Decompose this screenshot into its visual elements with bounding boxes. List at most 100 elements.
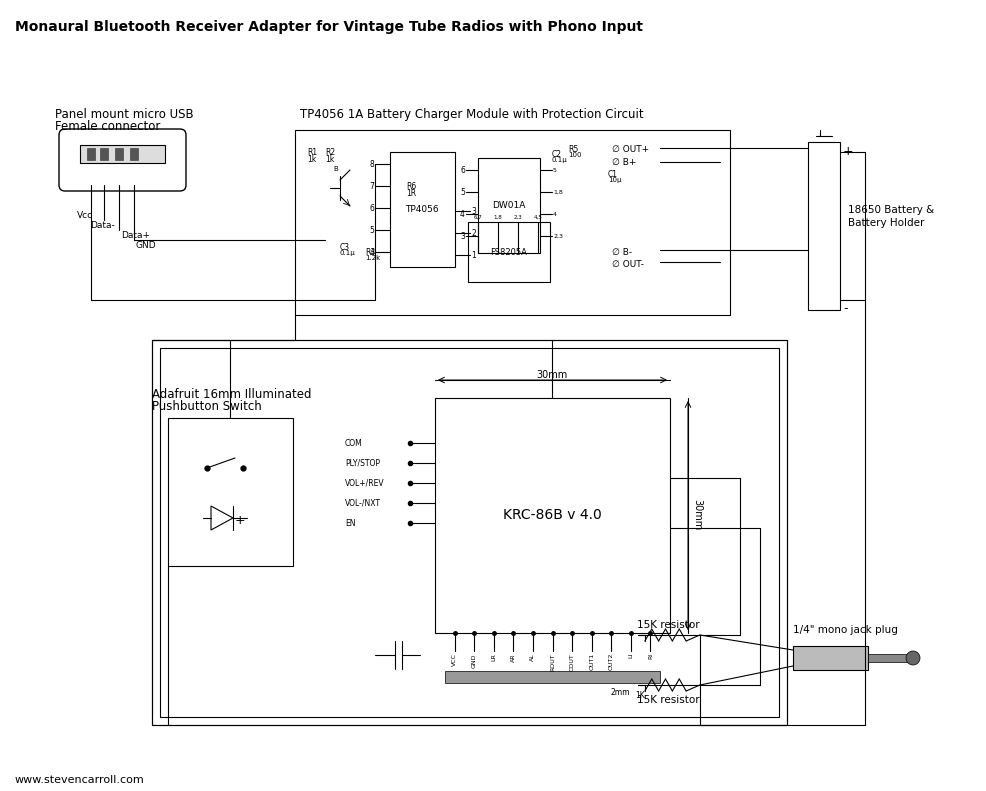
Text: 6: 6 [460,165,465,175]
Text: C2: C2 [552,150,562,159]
Bar [87,148,95,160]
Text: R6: R6 [406,182,416,191]
Text: R5: R5 [568,145,578,154]
Text: COUT: COUT [570,653,575,671]
Text: 1K: 1K [635,691,645,700]
Text: EN: EN [345,518,356,528]
Text: +: + [843,145,854,158]
Text: 2,3: 2,3 [514,215,523,220]
Text: 3: 3 [460,232,465,240]
Text: LR: LR [491,653,496,660]
Text: 1.2k: 1.2k [365,255,381,261]
Text: 30mm: 30mm [692,499,702,531]
Bar [160,348,779,717]
Bar [115,148,123,160]
Text: 15K resistor: 15K resistor [637,695,699,705]
Text: 30mm: 30mm [536,370,568,380]
Bar [468,222,550,282]
Text: 1k: 1k [325,155,334,164]
Text: 5: 5 [460,187,465,196]
Text: 2mm: 2mm [610,688,630,697]
Bar [130,148,138,160]
Text: 6: 6 [369,203,374,213]
Text: Vcc: Vcc [77,211,93,220]
Text: OUT1: OUT1 [590,653,595,670]
Text: 1: 1 [471,251,476,259]
Text: ∅ OUT-: ∅ OUT- [612,260,644,269]
Text: 1,8: 1,8 [494,215,503,220]
Text: VOL-/NXT: VOL-/NXT [345,498,381,508]
Text: LI: LI [628,653,633,658]
Text: 8: 8 [369,160,374,168]
Text: www.stevencarroll.com: www.stevencarroll.com [15,775,145,785]
Text: RI: RI [648,653,653,659]
Text: 4: 4 [369,248,374,256]
Text: Battery Holder: Battery Holder [848,218,925,228]
Text: 4,5: 4,5 [533,215,542,220]
Text: R1: R1 [307,148,317,157]
Bar [808,142,840,310]
Text: FS8205A: FS8205A [491,248,528,256]
Text: ROUT: ROUT [550,653,555,671]
Bar [445,671,660,683]
Text: OUT2: OUT2 [608,653,613,671]
Bar [168,418,293,566]
Text: 1,8: 1,8 [553,190,563,195]
Text: Panel mount micro USB: Panel mount micro USB [55,108,193,121]
Text: ∅ B+: ∅ B+ [612,158,636,167]
Text: 5: 5 [553,168,557,172]
Text: GND: GND [471,653,476,668]
Bar [152,340,787,725]
Text: TP4056 1A Battery Charger Module with Protection Circuit: TP4056 1A Battery Charger Module with Pr… [300,108,644,121]
Bar [793,646,868,670]
Text: 10µ: 10µ [608,177,621,183]
Text: 18650 Battery &: 18650 Battery & [848,205,935,215]
Text: 7: 7 [369,181,374,191]
Text: COM: COM [345,438,363,448]
Bar [80,145,165,163]
Text: Female connector: Female connector [55,120,161,133]
Text: ∅ B-: ∅ B- [612,248,632,257]
Text: AR: AR [511,653,516,661]
Text: 1k: 1k [307,155,317,164]
Text: Adafruit 16mm Illuminated: Adafruit 16mm Illuminated [152,388,312,401]
Text: VCC: VCC [453,653,458,666]
Text: 100: 100 [568,152,582,158]
Text: C1: C1 [608,170,618,179]
Text: 1R: 1R [406,189,416,198]
Bar [435,398,670,633]
Bar [295,130,730,315]
Text: ∅ OUT+: ∅ OUT+ [612,145,649,154]
Text: 5: 5 [369,225,374,234]
Bar [390,152,455,267]
Text: AL: AL [530,653,535,660]
Text: Data+: Data+ [121,231,150,240]
Text: Monaural Bluetooth Receiver Adapter for Vintage Tube Radios with Phono Input: Monaural Bluetooth Receiver Adapter for … [15,20,643,34]
Text: C3: C3 [340,243,350,252]
Text: TP4056: TP4056 [405,205,439,214]
Text: KRC-86B v 4.0: KRC-86B v 4.0 [503,508,601,522]
Bar [478,158,540,253]
Text: GND: GND [136,241,157,250]
Text: 2,3: 2,3 [553,233,563,239]
Text: 6,7: 6,7 [473,215,482,220]
Text: 0.1µ: 0.1µ [552,157,568,163]
Text: R2: R2 [325,148,335,157]
Text: DW01A: DW01A [492,200,526,210]
Text: 4: 4 [553,211,557,217]
Bar [868,654,908,662]
Text: -: - [843,302,848,315]
Bar [100,148,108,160]
Text: PLY/STOP: PLY/STOP [345,459,380,467]
Text: 1/4" mono jack plug: 1/4" mono jack plug [793,625,898,635]
Text: B: B [333,166,338,172]
Text: R3: R3 [365,248,376,257]
Text: Pushbutton Switch: Pushbutton Switch [152,400,261,413]
Text: 2: 2 [471,229,476,237]
Text: 15K resistor: 15K resistor [637,620,699,630]
Text: 0.1µ: 0.1µ [340,250,356,256]
Text: +: + [235,514,246,527]
Text: 3: 3 [471,206,476,215]
Text: 4: 4 [460,210,465,218]
Text: Data-: Data- [90,221,114,230]
